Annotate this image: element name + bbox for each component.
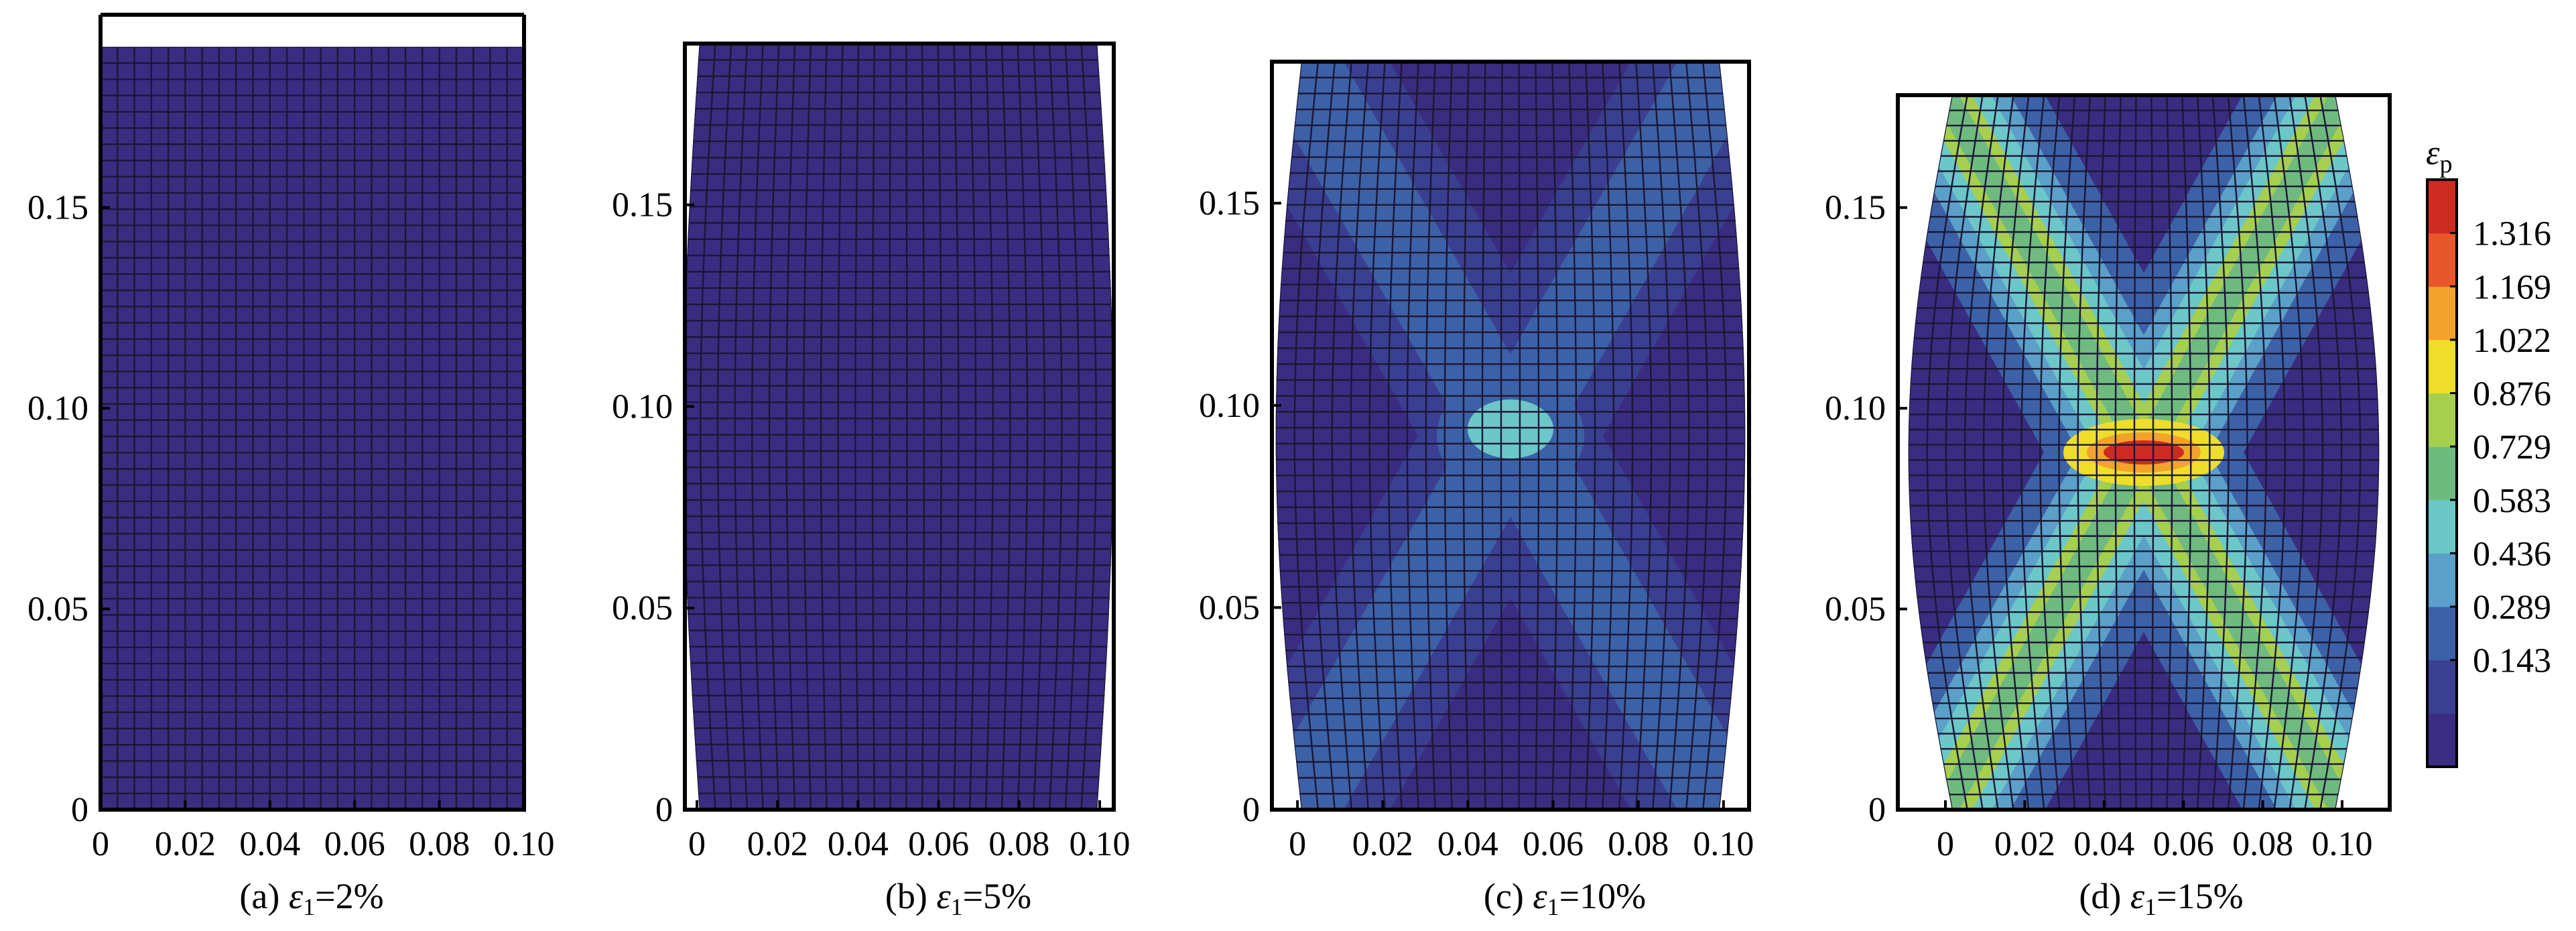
x-tick-label: 0.06 [2153,825,2214,863]
y-tick-label: 0.05 [612,589,673,627]
colorbar-swatch [2427,553,2457,607]
y-tick-label: 0.15 [27,189,88,227]
colorbar-tick-label: 1.169 [2473,268,2551,306]
colorbar-swatch [2427,286,2457,340]
axes-frame [683,42,1116,812]
x-tick-label: 0.04 [828,825,889,863]
y-tick-label: 0 [1242,791,1260,829]
colorbar-tick-label: 1.316 [2473,215,2551,253]
x-tick-label: 0.06 [908,825,969,863]
y-tick-label: 0.10 [612,387,673,426]
y-tick-label: 0.15 [1825,189,1886,227]
mesh-grid [101,46,524,810]
colorbar-tick-label: 0.729 [2473,428,2551,467]
colorbar-swatches [2426,178,2458,768]
x-tick-label: 0.10 [2311,825,2372,863]
colorbar-tick-label: 0.876 [2473,375,2551,414]
x-tick-label: 0.08 [2232,825,2293,863]
panel-d-plot [1908,95,2380,810]
panel-c-caption: (c) ε1=10% [1484,876,1646,920]
colorbar-tick-label: 0.289 [2473,588,2551,627]
panel-b: 0 0.02 0.04 0.06 0.08 0.10 0 0.05 0.10 0.15 (b) ε… [612,42,1130,920]
colorbar: εp 1.316 1.169 1.022 0.876 0.729 0.583 0.436 0.… [2426,134,2551,768]
x-tick-label: 0.04 [2073,825,2134,863]
panel-c: 0 0.02 0.04 0.06 0.08 0.10 0 0.05 0.10 0.15 (c) ε… [1199,60,1754,920]
y-tick-label: 0.10 [1199,387,1260,425]
band-peak [1468,399,1553,458]
x-tick-label: 0.06 [1523,825,1584,863]
x-tick-label: 0.04 [1437,825,1498,863]
x-tick-label: 0.02 [155,825,216,863]
colorbar-swatch [2427,607,2457,661]
colorbar-title: εp [2426,134,2453,178]
panel-c-plot [1275,62,1746,810]
colorbar-tick-label: 0.583 [2473,482,2551,520]
panel-d: 0 0.02 0.04 0.06 0.08 0.10 0 0.05 0.10 0.15 (d) ε… [1825,93,2392,920]
axes-frame [1896,93,2392,812]
panel-a-axes: 0 0.02 0.04 0.06 0.08 0.10 0 0.05 0.10 0.15 [27,13,555,863]
y-tick-label: 0 [655,791,673,829]
colorbar-tick-label: 1.022 [2473,322,2551,360]
colorbar-ticks: 1.316 1.169 1.022 0.876 0.729 0.583 0.436 0.289… [2450,215,2551,680]
colorbar-swatch [2427,339,2457,394]
x-tick-label: 0.08 [409,825,470,863]
x-tick-label: 0.08 [1608,825,1669,863]
colorbar-swatch [2427,660,2457,714]
specimen-body [683,44,1114,810]
x-tick-label: 0.08 [988,825,1049,863]
y-tick-label: 0.05 [1199,588,1260,627]
x-tick-label: 0 [1289,825,1306,863]
y-tick-label: 0.15 [612,186,673,225]
x-tick-label: 0.10 [494,825,555,863]
y-tick-label: 0.15 [1199,184,1260,223]
specimen-body [101,46,524,810]
x-tick-label: 0.02 [1352,825,1413,863]
y-tick-label: 0 [71,791,88,829]
y-tick-label: 0 [1868,791,1886,829]
y-tick-label: 0.05 [1825,591,1886,629]
panel-b-axes: 0 0.02 0.04 0.06 0.08 0.10 0 0.05 0.10 0.15 [612,42,1130,863]
panel-c-axes: 0 0.02 0.04 0.06 0.08 0.10 0 0.05 0.10 0.15 [1199,60,1754,863]
x-tick-label: 0.02 [1994,825,2055,863]
panel-a-caption: (a) ε1=2% [239,876,383,920]
x-tick-label: 0.04 [239,825,300,863]
colorbar-swatch [2427,180,2457,234]
band-peak [2104,440,2184,464]
y-tick-label: 0.05 [27,591,88,629]
colorbar-swatch [2427,713,2457,767]
panel-d-axes: 0 0.02 0.04 0.06 0.08 0.10 0 0.05 0.10 0.15 [1825,93,2392,863]
x-tick-label: 0.10 [1069,825,1130,863]
x-tick-label: 0 [688,825,706,863]
panel-b-caption: (b) ε1=5% [885,876,1031,920]
panel-a-plot [101,46,524,810]
colorbar-tick-label: 0.143 [2473,642,2551,680]
y-tick-label: 0.10 [27,389,88,428]
colorbar-tick-label: 0.436 [2473,535,2551,573]
x-tick-label: 0.06 [324,825,385,863]
colorbar-swatch [2427,393,2457,447]
x-tick-label: 0.02 [747,825,808,863]
panel-d-caption: (d) ε1=15% [2079,876,2243,920]
x-tick-label: 0 [1937,825,1954,863]
colorbar-border [2426,178,2458,768]
x-tick-label: 0 [92,825,109,863]
x-tick-label: 0.10 [1693,825,1754,863]
panel-a: 0 0.02 0.04 0.06 0.08 0.10 0 0.05 0.10 0.15 (a) ε… [27,13,555,920]
colorbar-swatch [2427,233,2457,287]
axes-frame [1270,60,1751,812]
axes-frame [99,15,526,812]
y-tick-label: 0.10 [1825,389,1886,428]
colorbar-swatch [2427,499,2457,554]
colorbar-swatch [2427,446,2457,501]
panel-b-plot [683,44,1114,810]
